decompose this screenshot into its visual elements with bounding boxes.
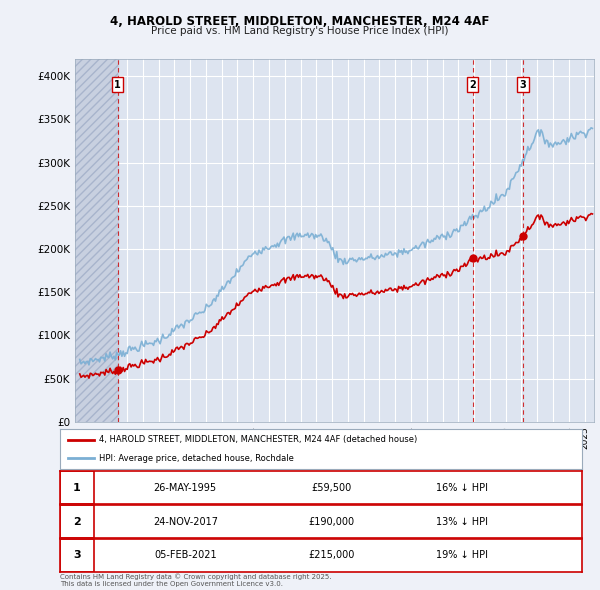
FancyBboxPatch shape — [60, 471, 94, 504]
Bar — [75, 59, 118, 422]
Text: £190,000: £190,000 — [308, 517, 355, 526]
Text: 19% ↓ HPI: 19% ↓ HPI — [436, 550, 488, 560]
FancyBboxPatch shape — [60, 539, 94, 572]
Text: 2: 2 — [469, 80, 476, 90]
Text: 1: 1 — [73, 483, 81, 493]
Text: 3: 3 — [73, 550, 81, 560]
Text: 2: 2 — [73, 517, 81, 526]
Text: 16% ↓ HPI: 16% ↓ HPI — [436, 483, 488, 493]
Text: Contains HM Land Registry data © Crown copyright and database right 2025.
This d: Contains HM Land Registry data © Crown c… — [60, 573, 331, 587]
Text: 4, HAROLD STREET, MIDDLETON, MANCHESTER, M24 4AF: 4, HAROLD STREET, MIDDLETON, MANCHESTER,… — [110, 15, 490, 28]
Text: 26-MAY-1995: 26-MAY-1995 — [154, 483, 217, 493]
Text: 24-NOV-2017: 24-NOV-2017 — [153, 517, 218, 526]
Text: 4, HAROLD STREET, MIDDLETON, MANCHESTER, M24 4AF (detached house): 4, HAROLD STREET, MIDDLETON, MANCHESTER,… — [99, 435, 418, 444]
Text: £59,500: £59,500 — [311, 483, 352, 493]
Text: 05-FEB-2021: 05-FEB-2021 — [154, 550, 217, 560]
Text: 3: 3 — [520, 80, 526, 90]
Text: 1: 1 — [114, 80, 121, 90]
Text: £215,000: £215,000 — [308, 550, 355, 560]
Text: 13% ↓ HPI: 13% ↓ HPI — [436, 517, 488, 526]
FancyBboxPatch shape — [60, 505, 94, 538]
Bar — [75, 59, 118, 422]
Text: HPI: Average price, detached house, Rochdale: HPI: Average price, detached house, Roch… — [99, 454, 294, 463]
Text: Price paid vs. HM Land Registry's House Price Index (HPI): Price paid vs. HM Land Registry's House … — [151, 26, 449, 36]
